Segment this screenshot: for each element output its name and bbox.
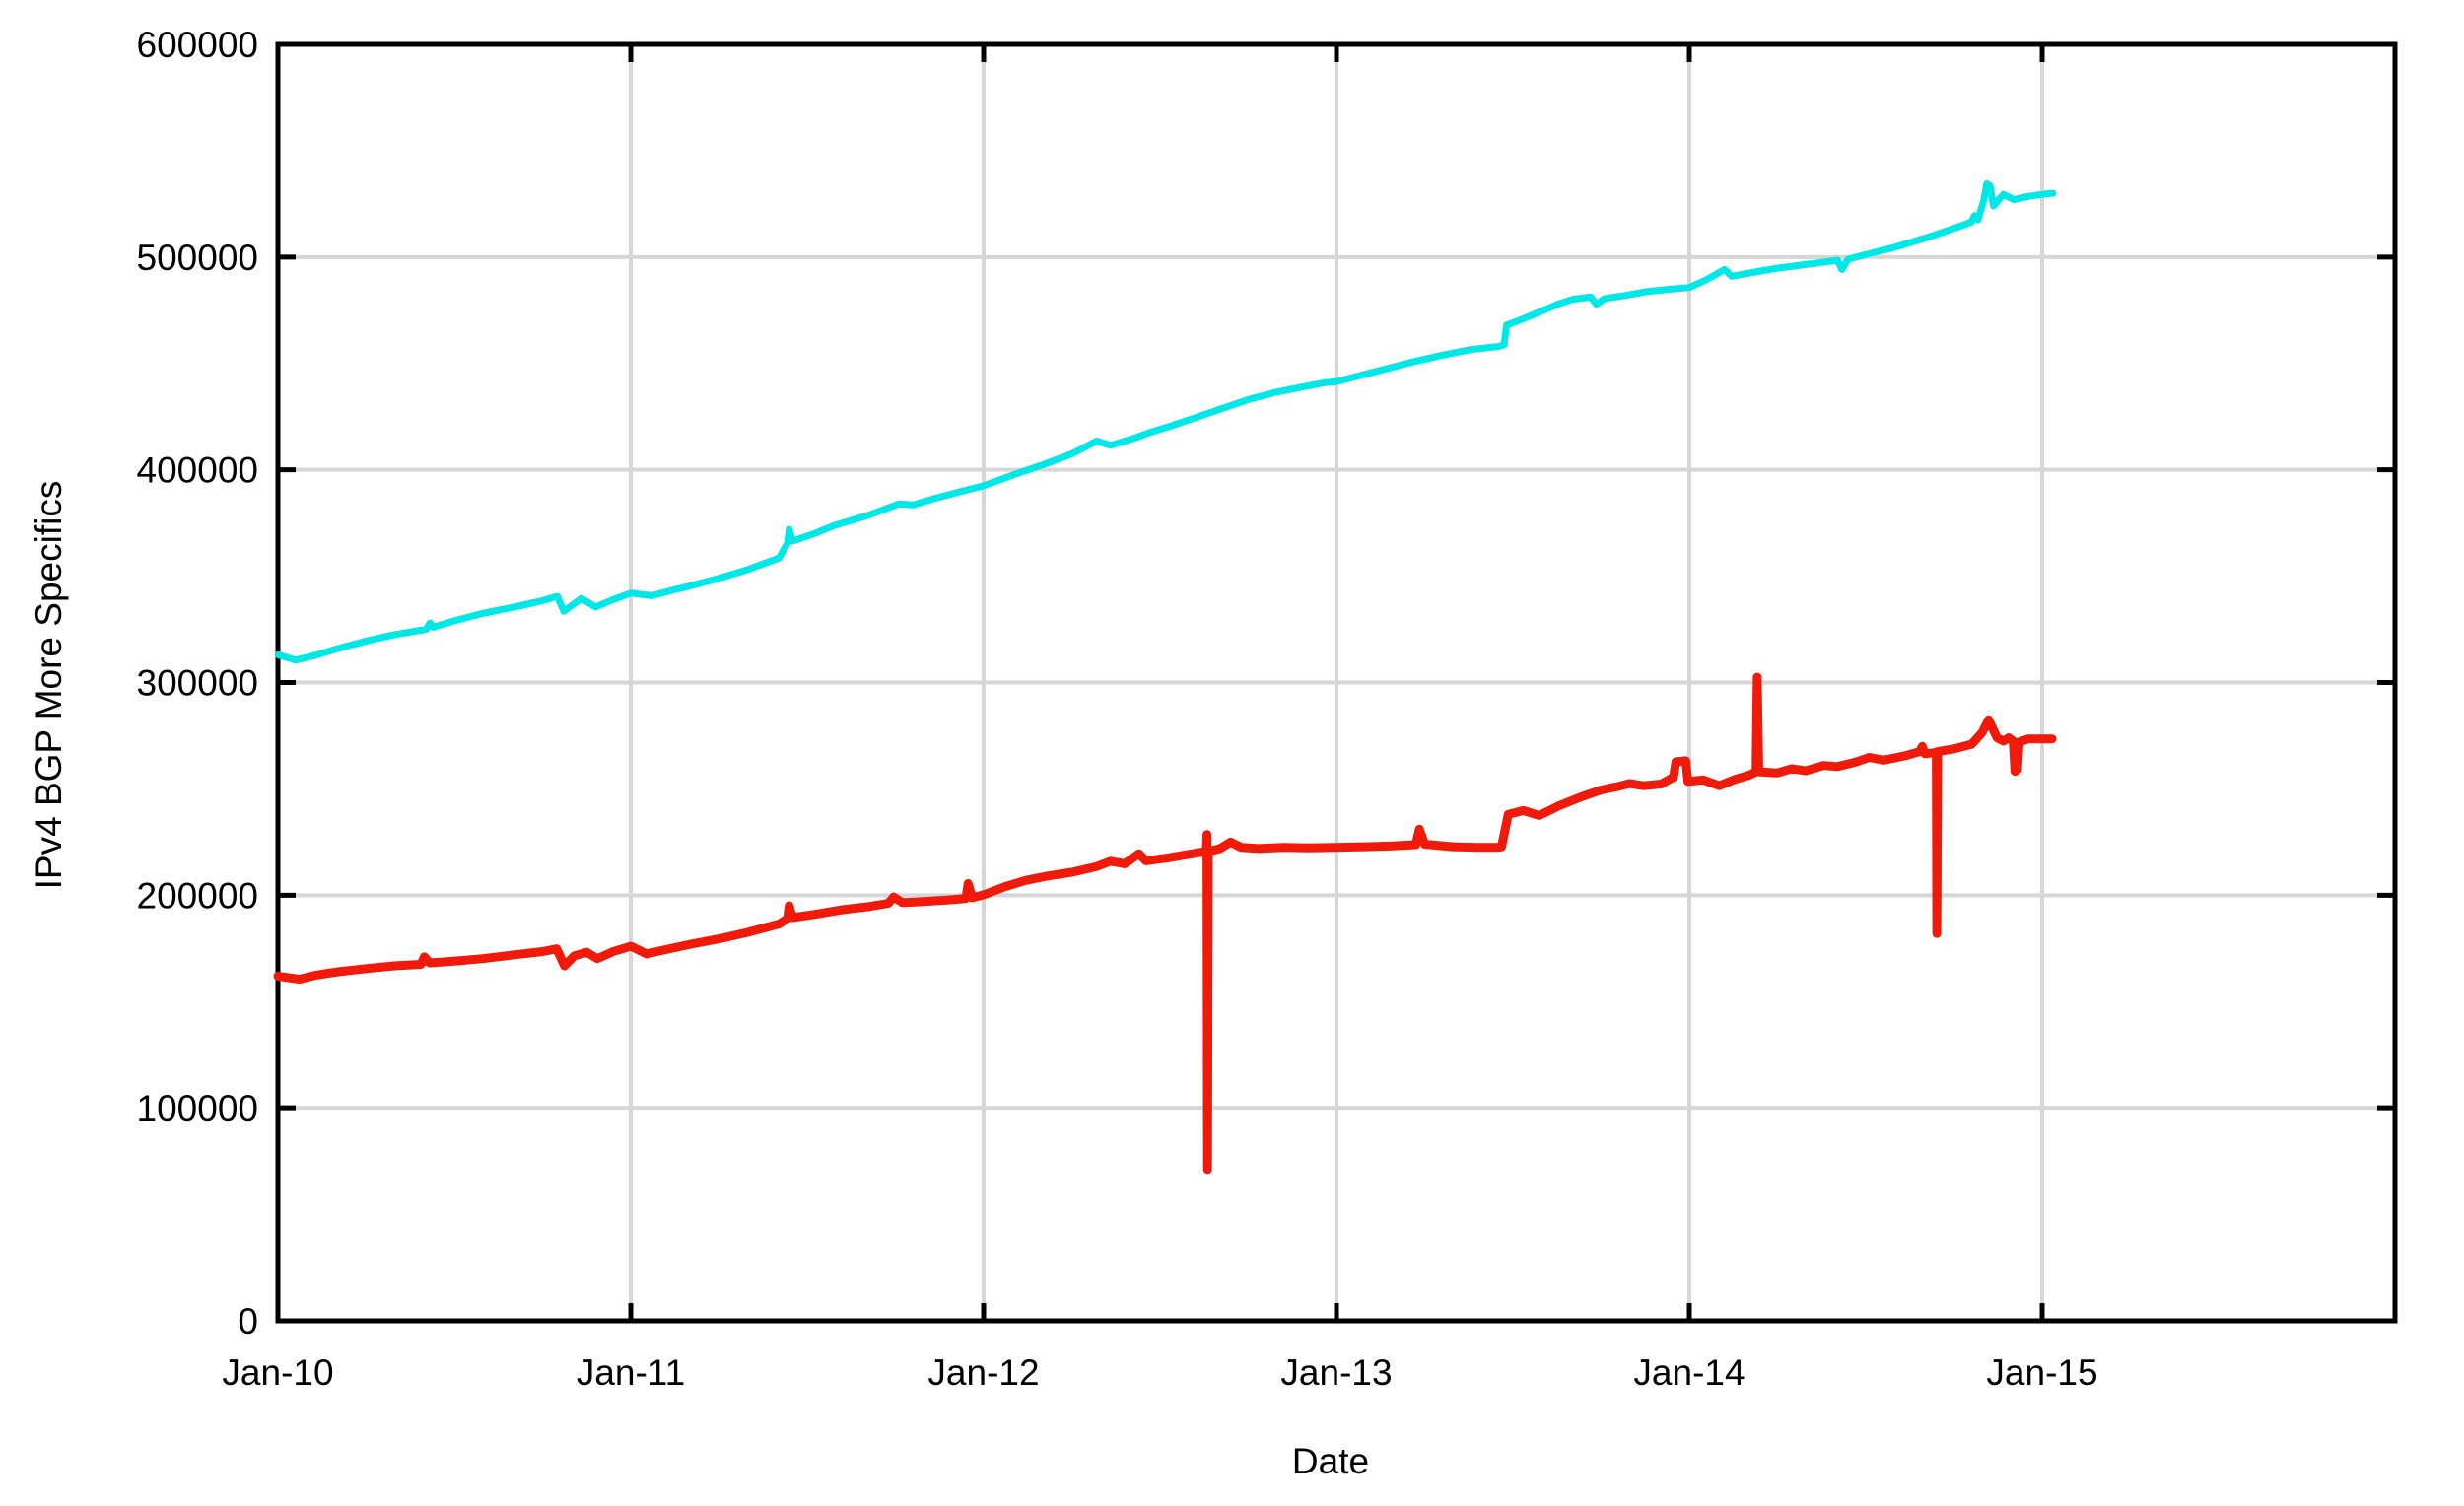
series-line-ipv4-more-specifics-lower	[273, 672, 2057, 1175]
y-tick-label: 500000	[137, 238, 258, 278]
series-line-ipv4-more-specifics-upper	[274, 179, 2057, 664]
tick-labels: Jan-10 Jan-11 Jan-12 Jan-13 Jan-14 Jan-15 0 100…	[137, 25, 2098, 1393]
y-tick-label: 400000	[137, 450, 258, 491]
x-tick-label: Jan-12	[927, 1352, 1039, 1393]
x-tick-label: Jan-10	[222, 1352, 333, 1393]
data-series	[273, 179, 2057, 1175]
y-axis-caption-text: IPv4 BGP More Specifics	[29, 480, 69, 890]
y-axis-caption: IPv4 BGP More Specifics	[29, 34, 70, 1335]
y-tick-label: 0	[238, 1301, 258, 1341]
y-tick-label: 200000	[137, 875, 258, 916]
x-tick-label: Jan-14	[1633, 1352, 1745, 1393]
gridlines	[278, 44, 2395, 1321]
y-tick-label: 600000	[137, 25, 258, 65]
y-tick-label: 100000	[137, 1088, 258, 1129]
x-tick-label: Jan-13	[1280, 1352, 1392, 1393]
y-tick-label: 300000	[137, 663, 258, 704]
x-tick-label: Jan-11	[577, 1352, 685, 1393]
x-tick-label: Jan-15	[1986, 1352, 2097, 1393]
plot-frame-and-ticks	[275, 41, 2398, 1324]
x-axis-caption-text: Date	[1291, 1441, 1370, 1481]
x-axis-caption: Date	[0, 1441, 2464, 1482]
